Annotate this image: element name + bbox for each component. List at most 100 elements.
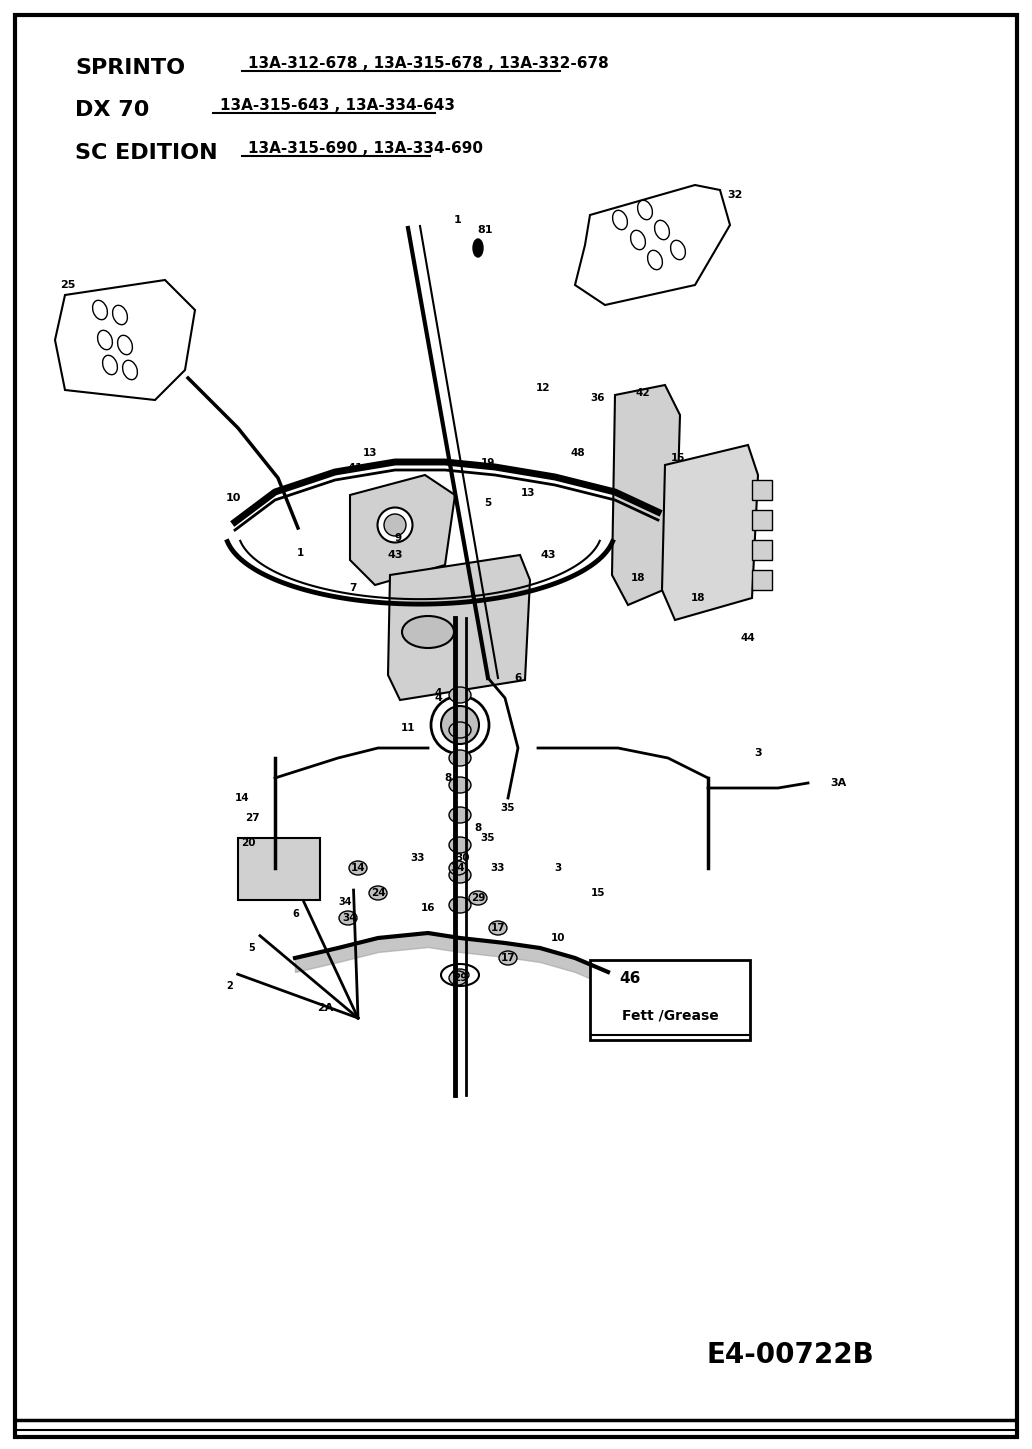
Text: Fett /Grease: Fett /Grease <box>621 1009 718 1022</box>
Text: 10: 10 <box>551 933 566 943</box>
Text: 16: 16 <box>421 903 436 913</box>
Ellipse shape <box>631 230 645 249</box>
Ellipse shape <box>431 696 489 753</box>
Text: 13A-315-643 , 13A-334-643: 13A-315-643 , 13A-334-643 <box>220 97 455 113</box>
Ellipse shape <box>449 867 471 882</box>
Text: DX 70: DX 70 <box>75 100 150 120</box>
Text: 11: 11 <box>400 723 415 733</box>
Ellipse shape <box>441 964 479 985</box>
Text: 34: 34 <box>451 864 465 872</box>
Text: 48: 48 <box>571 448 585 458</box>
Text: 9: 9 <box>394 533 401 543</box>
Text: 25: 25 <box>60 280 75 290</box>
Ellipse shape <box>473 239 483 256</box>
Text: 10: 10 <box>225 493 240 503</box>
Text: 32: 32 <box>728 190 743 200</box>
Bar <box>238 838 320 900</box>
Text: 29: 29 <box>471 893 485 903</box>
Ellipse shape <box>338 911 357 924</box>
Text: 14: 14 <box>234 793 250 803</box>
Ellipse shape <box>449 777 471 793</box>
Text: 30: 30 <box>456 853 471 864</box>
Text: 33: 33 <box>491 864 506 872</box>
Text: 13A-312-678 , 13A-315-678 , 13A-332-678: 13A-312-678 , 13A-315-678 , 13A-332-678 <box>248 55 609 71</box>
Text: 6: 6 <box>292 909 299 919</box>
Text: 8: 8 <box>475 823 482 833</box>
Text: 2A: 2A <box>317 1003 333 1013</box>
Text: 33: 33 <box>411 853 425 864</box>
Text: 3: 3 <box>754 748 762 758</box>
Ellipse shape <box>449 838 471 853</box>
Polygon shape <box>388 555 530 700</box>
Text: 19: 19 <box>481 458 495 468</box>
Ellipse shape <box>469 891 487 906</box>
Ellipse shape <box>499 951 517 965</box>
Ellipse shape <box>449 861 467 875</box>
Text: 3: 3 <box>554 864 561 872</box>
Text: 4: 4 <box>434 688 442 698</box>
Text: 81: 81 <box>477 225 492 235</box>
Bar <box>752 480 772 500</box>
Text: 29: 29 <box>453 972 467 982</box>
Text: 34: 34 <box>338 897 352 907</box>
Text: 41: 41 <box>347 464 363 472</box>
Ellipse shape <box>441 706 479 743</box>
Ellipse shape <box>118 335 132 355</box>
Polygon shape <box>350 475 455 585</box>
Text: 4: 4 <box>434 693 442 703</box>
Ellipse shape <box>671 241 685 259</box>
Text: 18: 18 <box>631 572 645 582</box>
Text: 44: 44 <box>741 633 755 643</box>
Text: 15: 15 <box>671 454 685 464</box>
Text: 12: 12 <box>536 383 550 393</box>
Ellipse shape <box>349 861 367 875</box>
Text: E4-00722B: E4-00722B <box>706 1340 874 1369</box>
Text: 1: 1 <box>296 548 303 558</box>
Ellipse shape <box>449 971 467 985</box>
Ellipse shape <box>648 251 663 270</box>
Ellipse shape <box>384 514 406 536</box>
Text: 13: 13 <box>363 448 378 458</box>
Text: 17: 17 <box>501 953 515 964</box>
Bar <box>752 540 772 559</box>
Text: 35: 35 <box>501 803 515 813</box>
Ellipse shape <box>449 807 471 823</box>
Text: 13: 13 <box>521 488 536 498</box>
Ellipse shape <box>449 722 471 738</box>
Ellipse shape <box>112 306 127 325</box>
Bar <box>752 569 772 590</box>
Text: SC EDITION: SC EDITION <box>75 143 218 162</box>
Text: 24: 24 <box>370 888 385 898</box>
Text: 2: 2 <box>226 981 233 991</box>
Ellipse shape <box>93 300 107 320</box>
Ellipse shape <box>638 200 652 220</box>
Ellipse shape <box>489 922 507 935</box>
Polygon shape <box>575 185 730 304</box>
Ellipse shape <box>449 897 471 913</box>
Ellipse shape <box>449 751 471 767</box>
Ellipse shape <box>102 355 118 375</box>
Text: 5: 5 <box>249 943 255 953</box>
Text: 43: 43 <box>540 551 556 559</box>
Ellipse shape <box>449 687 471 703</box>
Text: 6: 6 <box>514 672 521 682</box>
Ellipse shape <box>613 210 627 230</box>
Text: 20: 20 <box>240 838 255 848</box>
Text: 46: 46 <box>619 971 641 985</box>
Text: 43: 43 <box>387 551 402 559</box>
Polygon shape <box>662 445 757 620</box>
Ellipse shape <box>98 330 112 349</box>
Text: 8: 8 <box>445 772 452 782</box>
Text: 14: 14 <box>351 864 365 872</box>
Polygon shape <box>612 385 680 606</box>
Text: 5: 5 <box>484 498 491 509</box>
Text: 27: 27 <box>245 813 259 823</box>
Text: 7: 7 <box>349 582 357 593</box>
Ellipse shape <box>123 361 137 380</box>
Text: SPRINTO: SPRINTO <box>75 58 185 78</box>
Text: 1: 1 <box>454 214 462 225</box>
Text: 18: 18 <box>690 593 705 603</box>
Ellipse shape <box>451 969 469 981</box>
Text: 42: 42 <box>636 388 650 398</box>
Ellipse shape <box>369 885 387 900</box>
